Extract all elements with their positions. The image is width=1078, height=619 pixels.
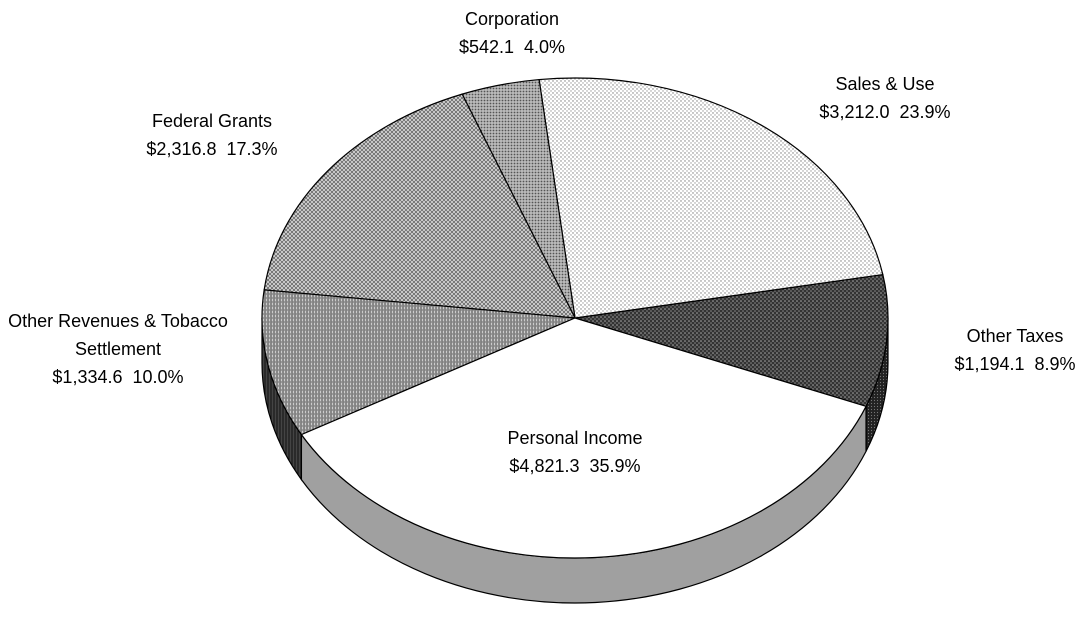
- slice: [261, 289, 576, 436]
- category-label: Sales & Use: [835, 74, 935, 94]
- value-label: $1,334.6: [52, 367, 123, 387]
- percent-label: 10.0%: [132, 367, 184, 387]
- percent-label: 4.0%: [524, 37, 566, 57]
- percent-label: 23.9%: [899, 102, 951, 122]
- category-label: Other Taxes: [966, 326, 1064, 346]
- category-label: Personal Income: [507, 428, 643, 448]
- value-label: $2,316.8: [146, 139, 217, 159]
- slice-label: Corporation $542.1 4.0%: [397, 5, 627, 61]
- slice-label: Federal Grants $2,316.8 17.3%: [97, 107, 327, 163]
- percent-label: 35.9%: [589, 456, 641, 476]
- slice-label: Other Taxes $1,194.1 8.9%: [900, 322, 1078, 378]
- category-label: Corporation: [464, 9, 560, 29]
- slice-label: Personal Income $4,821.3 35.9%: [460, 424, 690, 480]
- percent-label: 8.9%: [1034, 354, 1076, 374]
- category-label: Other Revenues & Tobacco Settlement: [8, 311, 228, 359]
- value-label: $1,194.1: [954, 354, 1025, 374]
- slice-label: Other Revenues & Tobacco Settlement $1,33…: [3, 307, 233, 391]
- value-label: $542.1: [458, 37, 514, 57]
- percent-label: 17.3%: [226, 139, 278, 159]
- slice-label: Sales & Use $3,212.0 23.9%: [770, 70, 1000, 126]
- category-label: Federal Grants: [151, 111, 273, 131]
- value-label: $4,821.3: [509, 456, 580, 476]
- slice: [538, 77, 884, 319]
- slice: [300, 317, 867, 559]
- value-label: $3,212.0: [819, 102, 890, 122]
- slice: [263, 93, 577, 319]
